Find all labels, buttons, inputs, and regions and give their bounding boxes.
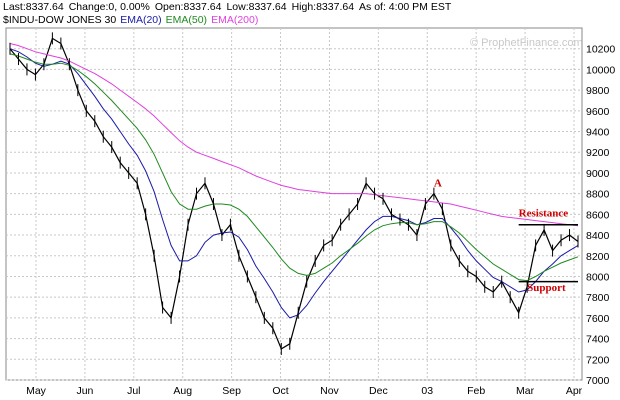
y-tick-label: 8400 [586, 230, 610, 242]
x-tick-label: Aug [173, 385, 192, 397]
ema50-line [9, 53, 579, 282]
x-tick-label: Dec [369, 385, 388, 397]
annotations: A Resistance Support [434, 177, 578, 294]
quote-last: Last:8337.64 [3, 1, 64, 13]
x-tick-label: Apr [566, 385, 583, 397]
ema20-line [9, 48, 579, 319]
x-axis: May Jun Jul Aug Sep Oct Nov Dec 03 Feb Mar Apr [26, 385, 583, 397]
legend-symbol: $INDU-DOW JONES 30 [3, 14, 117, 26]
plot-area [5, 27, 583, 381]
legend-ema20: EMA(20) [120, 14, 162, 26]
annotation-label: Support [527, 282, 566, 294]
x-tick-label: Feb [467, 385, 485, 397]
annotation-label: Resistance [519, 207, 569, 219]
y-tick-label: 10000 [586, 64, 615, 76]
quote-asof: As of: 4:00 PM EST [359, 1, 452, 13]
price-line [9, 37, 579, 350]
quote-change: Change:0, 0.00% [68, 1, 150, 13]
quote-high: High:8337.64 [291, 1, 355, 13]
y-tick-label: 10200 [586, 44, 615, 56]
x-tick-label: Jul [127, 385, 140, 397]
x-tick-label: Jun [76, 385, 93, 397]
y-tick-label: 9800 [586, 85, 610, 97]
y-tick-label: 9400 [586, 127, 610, 139]
x-tick-label: Mar [516, 385, 535, 397]
y-tick-label: 9600 [586, 106, 610, 118]
y-tick-label: 8000 [586, 271, 610, 283]
series-layer [9, 32, 579, 355]
annotation-label: A [434, 177, 442, 189]
y-tick-label: 7800 [586, 292, 610, 304]
legend-ema200: EMA(200) [211, 14, 259, 26]
quote-low: Low:8337.64 [226, 1, 287, 13]
x-tick-label: Oct [272, 385, 288, 397]
y-tick-label: 7400 [586, 334, 610, 346]
legend: $INDU-DOW JONES 30 EMA(20) EMA(50) EMA(200) [3, 14, 262, 26]
y-tick-label: 7600 [586, 313, 610, 325]
grid [6, 28, 582, 381]
y-tick-label: 8600 [586, 209, 610, 221]
y-tick-label: 8200 [586, 251, 610, 263]
y-tick-label: 7200 [586, 354, 610, 366]
x-tick-label: 03 [421, 385, 433, 397]
y-tick-label: 9000 [586, 168, 610, 180]
quote-line: Last:8337.64 Change:0, 0.00% Open:8337.64 L… [3, 1, 456, 13]
x-tick-label: Sep [222, 385, 241, 397]
y-tick-label: 8800 [586, 189, 610, 201]
y-tick-label: 9200 [586, 147, 610, 159]
x-tick-label: Nov [320, 385, 339, 397]
quote-open: Open:8337.64 [154, 1, 222, 13]
ema200-line [9, 43, 579, 227]
x-tick-label: May [26, 385, 47, 397]
y-tick-label: 7000 [586, 375, 610, 387]
legend-ema50: EMA(50) [165, 14, 208, 26]
watermark-text: © ProphetFinance.com [470, 37, 583, 49]
y-axis: 7000 7200 7400 7600 7800 8000 8200 8400 8600 8800… [586, 44, 615, 387]
